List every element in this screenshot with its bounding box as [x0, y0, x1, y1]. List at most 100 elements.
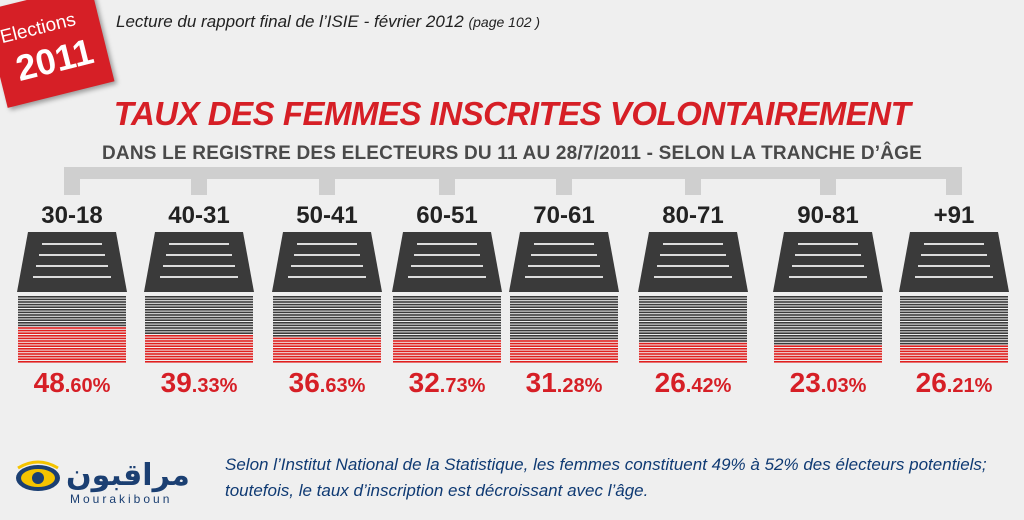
ballot-box-top: [392, 232, 502, 292]
stack-sheet-red: [273, 355, 381, 358]
stack-sheet-red: [273, 350, 381, 353]
stack-sheet-red: [639, 358, 747, 360]
stack-sheet: [639, 303, 747, 306]
stack-sheet: [774, 329, 882, 332]
stack-sheet: [510, 303, 618, 306]
stack-sheet: [393, 337, 501, 340]
stack-sheet-red: [273, 342, 381, 345]
ballot-box-top: [773, 232, 883, 292]
stack-sheet: [18, 314, 126, 316]
stack-sheet: [774, 311, 882, 314]
ballot-box-top: [272, 232, 382, 292]
stack-sheet: [18, 324, 126, 327]
stack-sheet: [774, 298, 882, 301]
stack-sheet: [774, 322, 882, 324]
category-label: 30-18: [41, 202, 102, 229]
stack-sheet-red: [145, 355, 253, 358]
stack-sheet: [639, 340, 747, 342]
stack-sheet-red: [18, 342, 126, 345]
stack-sheet: [273, 309, 381, 311]
stack-sheet-red: [18, 340, 126, 342]
stack-sheet: [639, 296, 747, 298]
stack-sheet-red: [18, 361, 126, 363]
eye-icon: [16, 460, 60, 491]
stack-sheet: [900, 311, 1008, 314]
stack-sheet: [510, 314, 618, 316]
bracket-stem: [820, 167, 836, 195]
stack-sheet: [393, 319, 501, 321]
stack-sheet: [145, 316, 253, 319]
stack-sheet: [18, 301, 126, 303]
stack-sheet-red: [774, 358, 882, 360]
stack-sheet: [900, 337, 1008, 340]
stack-sheet: [774, 296, 882, 298]
category-label: 50-41: [296, 202, 357, 229]
stack-sheet: [393, 306, 501, 308]
stack-sheet: [639, 314, 747, 316]
stack-sheet-red: [393, 353, 501, 355]
stack-sheet: [145, 301, 253, 303]
stack-sheet: [900, 340, 1008, 342]
bracket-stem: [64, 167, 80, 195]
category-label: 90-81: [797, 202, 858, 229]
stack-sheet-red: [900, 348, 1008, 350]
stack-sheet: [510, 301, 618, 303]
stack-sheet-red: [18, 332, 126, 334]
stack-sheet: [393, 314, 501, 316]
stack-sheet: [273, 332, 381, 334]
stack-sheet-red: [900, 353, 1008, 355]
source-note: Lecture du rapport final de l’ISIE - fév…: [116, 12, 540, 32]
source-text: Lecture du rapport final de l’ISIE - fév…: [116, 12, 464, 31]
stack-sheet-red: [18, 355, 126, 358]
stack-sheet-red: [900, 358, 1008, 360]
stack-sheet-red: [510, 348, 618, 350]
stack-sheet-red: [774, 355, 882, 358]
stack-sheet: [18, 306, 126, 308]
value-label: 26.21%: [916, 367, 993, 398]
stack-sheet: [273, 335, 381, 337]
stack-sheet: [145, 324, 253, 327]
stack-sheet: [393, 316, 501, 319]
stack-sheet: [774, 342, 882, 345]
category-label: 80-71: [662, 202, 723, 229]
stack-sheet: [273, 319, 381, 321]
stack-sheet: [273, 322, 381, 324]
stack-sheet: [639, 319, 747, 321]
value-label: 48.60%: [34, 367, 111, 398]
stack-sheet: [393, 301, 501, 303]
stack-sheet: [774, 306, 882, 308]
stack-sheet: [510, 311, 618, 314]
stack-sheet: [393, 324, 501, 327]
stack-sheet: [900, 306, 1008, 308]
value-label: 39.33%: [161, 367, 238, 398]
bracket-bar: [64, 167, 962, 179]
stack-sheet: [900, 329, 1008, 332]
stack-sheet-red: [774, 348, 882, 350]
stack-sheet-red: [510, 353, 618, 355]
stack-sheet: [18, 309, 126, 311]
stack-sheet-red: [18, 335, 126, 337]
stack-sheet: [510, 329, 618, 332]
stack-sheet: [273, 329, 381, 332]
stack-sheet: [900, 296, 1008, 298]
stack-sheet: [900, 342, 1008, 345]
stack-sheet: [145, 322, 253, 324]
stack-sheet: [639, 322, 747, 324]
stack-sheet-red: [18, 353, 126, 355]
stack-sheet-red: [393, 361, 501, 363]
stack-sheet: [900, 322, 1008, 324]
stack-sheet-red: [393, 348, 501, 350]
stack-sheet: [393, 335, 501, 337]
stack-sheet-red: [900, 350, 1008, 353]
stack-sheet: [18, 319, 126, 321]
stack-sheet-red: [639, 361, 747, 363]
stack-sheet: [273, 316, 381, 319]
ballot-box-top: [144, 232, 254, 292]
stack-sheet: [900, 298, 1008, 301]
source-page: (page 102 ): [468, 14, 541, 30]
stack-sheet: [145, 314, 253, 316]
stack-sheet-red: [273, 337, 381, 340]
value-label: 36.63%: [289, 367, 366, 398]
stack-sheet: [900, 335, 1008, 337]
stack-sheet: [774, 324, 882, 327]
